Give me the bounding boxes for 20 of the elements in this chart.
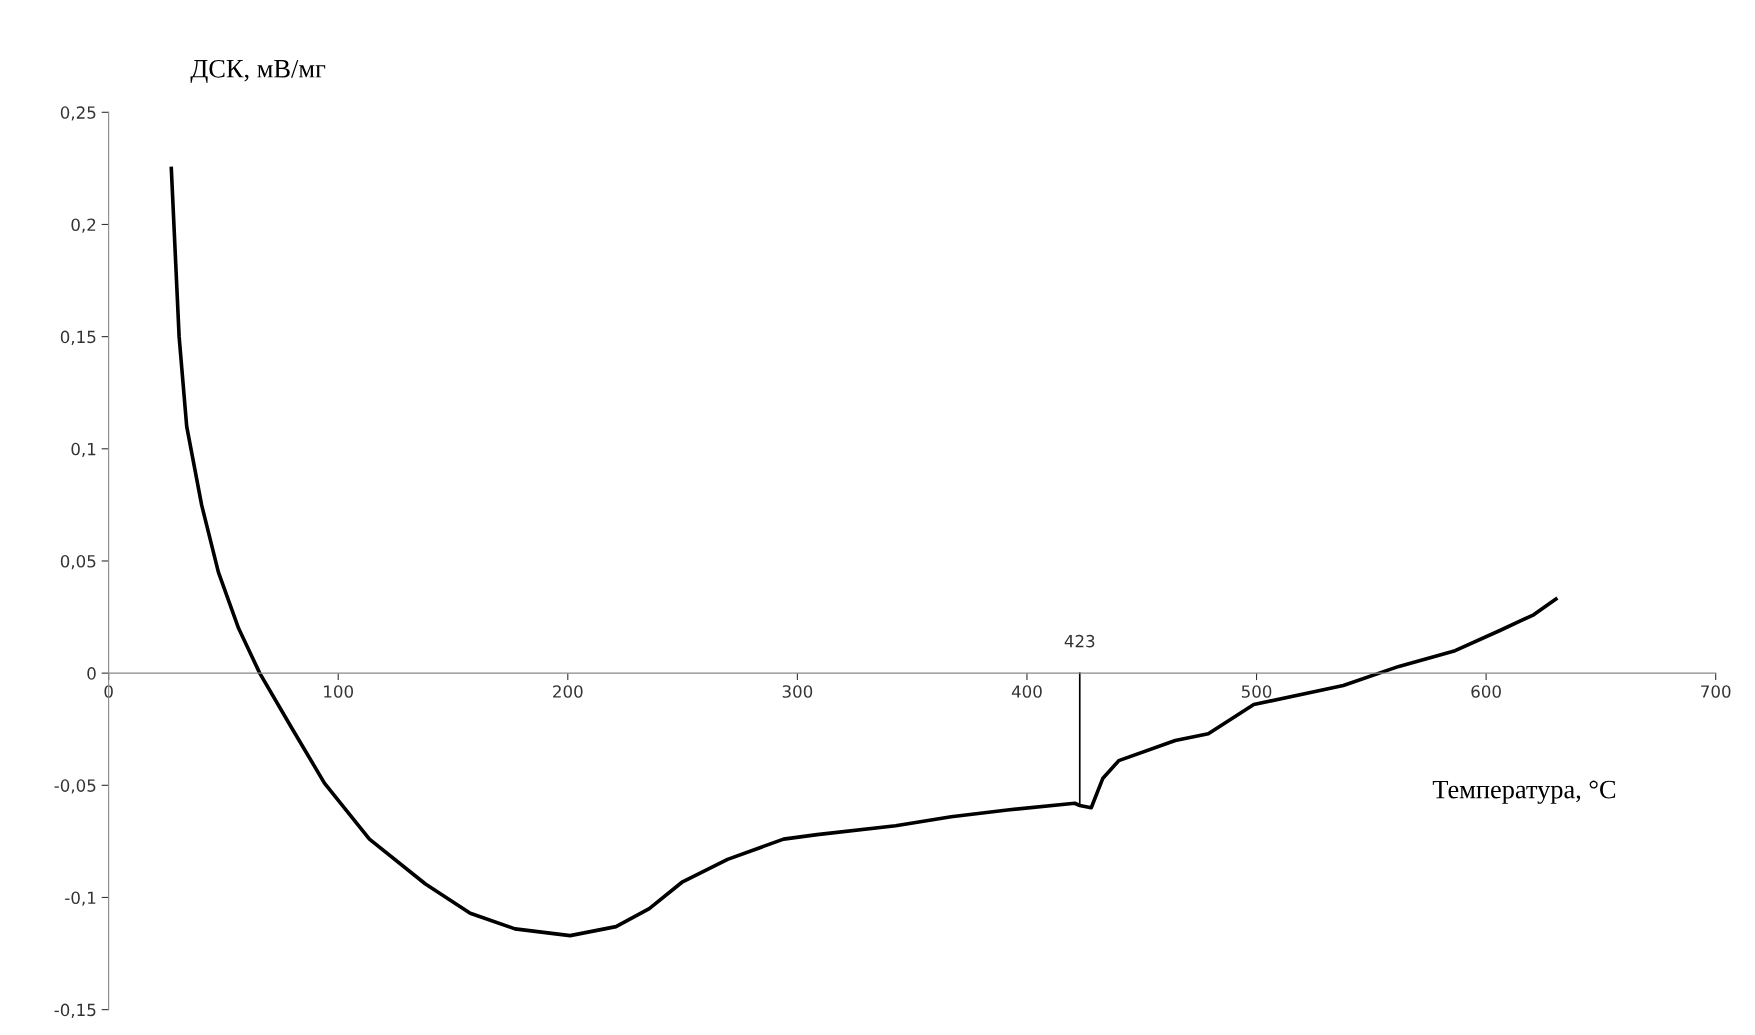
x-tick-label: 200 [553,685,583,698]
x-tick-label: 500 [1241,685,1272,698]
x-tick-label: 0 [104,685,113,698]
ref-line-label: 423 [1064,634,1095,648]
y-tick-label: 0,15 [60,330,96,345]
y-tick-label: 0 [87,667,96,680]
x-tick-label: 300 [782,685,813,698]
x-tick-label: 600 [1471,685,1501,698]
y-tick-label: 0,05 [60,554,96,570]
y-axis-title: ДСК, мВ/мг [190,59,326,83]
x-tick-label: 700 [1701,685,1731,698]
y-tick-label: 0,2 [71,218,96,233]
x-tick-label: 400 [1011,685,1042,698]
y-tick-label: -0,1 [65,891,96,906]
x-tick-label: 100 [324,685,354,698]
y-tick-label: -0,15 [54,1003,96,1018]
x-axis-title: Температура, °C [1432,780,1616,804]
y-tick-label: -0,05 [54,779,96,794]
y-tick-label: 0,1 [71,442,96,458]
y-tick-label: 0,25 [60,106,96,121]
